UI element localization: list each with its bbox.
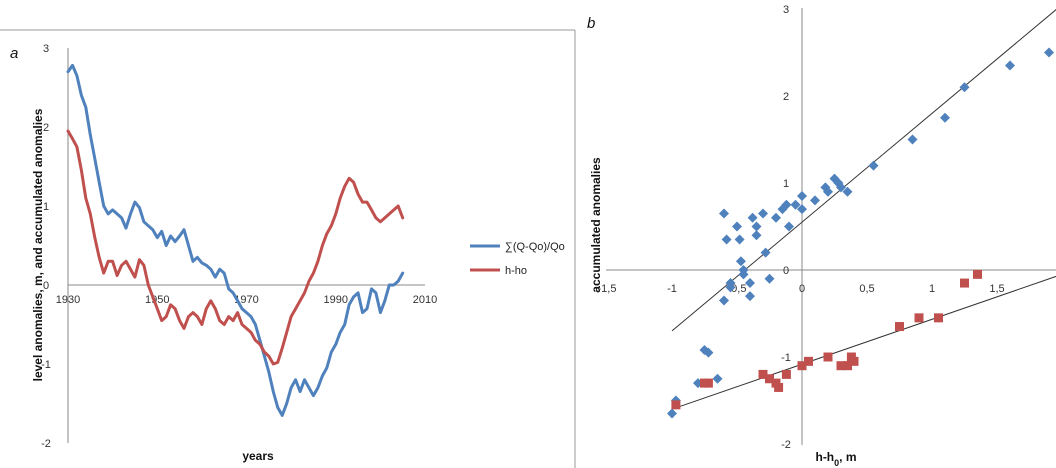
panel-a-y-tick: -2 [41,438,51,450]
scatter-point-diamond [719,295,729,306]
scatter-point-diamond [764,273,775,284]
scatter-point-diamond [738,269,749,280]
scatter-point-diamond [735,256,746,267]
scatter-point-diamond [842,186,853,197]
legend-label-accumulated: ∑(Q-Qo)/Qo [505,241,565,253]
panel-a-y-tick: 3 [43,43,49,55]
scatter-point-diamond [760,247,771,258]
panel-b-x-tick: 1,5 [989,283,1004,295]
scatter-point-diamond [745,278,755,289]
scatter-point-diamond [797,191,807,202]
scatter-point-diamond [771,212,781,223]
scatter-point-square [758,369,768,379]
scatter-point-square [914,313,924,323]
scatter-point-square [774,382,784,392]
scatter-point-diamond [667,408,677,419]
panel-a-y-tick: 0 [43,280,49,292]
scatter-point-diamond [781,199,792,210]
scatter-point-square [960,278,969,288]
scatter-point-diamond [725,282,736,293]
scatter-point-square [781,369,791,379]
scatter-point-diamond [959,82,970,93]
scatter-point-square [849,356,859,366]
scatter-point-square [823,352,833,362]
panel-a-y-tick: 2 [43,122,49,134]
panel-b-y-tick: -2 [781,439,791,451]
panel-b-x-ticks: -1,5 -1 -0,5 0 0,5 1 1,5 [598,283,1005,295]
panel-b-points [667,47,1054,419]
panel-a-x-label: years [242,449,274,463]
panel-b-y-tick: 2 [783,91,789,103]
scatter-point-diamond [907,134,918,145]
panel-b-x-tick: 1 [929,283,935,295]
scatter-point-diamond [1005,60,1015,71]
panel-b-y-tick: 1 [783,178,789,190]
panel-b-y-tick: 3 [783,4,789,16]
scatter-point-diamond [836,182,846,193]
scatter-point-diamond [940,112,950,123]
scatter-point-diamond [719,208,729,219]
scatter-point-diamond [758,208,768,219]
panel-a-legend: ∑(Q-Qo)/Qo h-ho [470,241,565,277]
scatter-point-square [804,356,813,366]
panel-a-label: a [10,45,18,62]
panel-b-x-tick: -1 [667,283,677,295]
scatter-point-square [934,313,943,323]
scatter-point-diamond [751,221,762,232]
scatter-point-diamond [790,199,801,210]
panel-a-y-tick: 1 [43,201,49,213]
panel-b-y-label: accumulated anomalies [589,157,603,293]
scatter-point-square [765,374,774,384]
scatter-point-square [836,361,846,371]
series-line-accumulated [66,63,405,417]
scatter-point-square [703,378,713,388]
scatter-point-diamond [868,160,879,171]
scatter-point-diamond [823,186,833,197]
panel-b-y-tick: 0 [783,265,789,277]
panel-a-x-tick: 1990 [324,294,348,306]
scatter-point-square [797,361,807,371]
panel-a-series [66,63,405,417]
panel-b-x-label: h-h0, m [815,450,856,468]
panel-a-x-tick: 2010 [413,294,437,306]
panel-a-x-ticks: 1930 1950 1970 1990 2010 [56,294,437,306]
scatter-point-diamond [721,234,732,245]
scatter-point-square [671,400,681,410]
scatter-point-diamond [747,212,758,223]
panel-a-y-ticks: 3 2 1 0 -1 -2 [41,43,51,450]
panel-b-y-tick: -1 [781,352,791,364]
scatter-point-diamond [797,204,807,215]
scatter-point-diamond [784,221,794,232]
scatter-point-diamond [712,373,723,384]
scatter-point-diamond [734,234,745,245]
panel-a-y-tick: -1 [41,359,51,371]
panel-b-x-tick: 0 [799,283,805,295]
panel-a-x-tick: 1930 [56,294,80,306]
scatter-point-diamond [703,347,714,358]
panel-b-y-ticks: 3 2 1 0 -1 -2 [781,4,791,451]
series-line-level [66,129,405,366]
panel-b-x-tick: -1,5 [598,283,617,295]
scatter-point-diamond [745,291,755,302]
panel-a-y-label: level anomalies, m, and accumulated anom… [31,108,45,381]
scatter-point-diamond [732,221,742,232]
legend-label-level: h-ho [505,265,527,277]
scatter-point-square [843,361,852,371]
panel-b-label: b [587,15,595,32]
scatter-point-diamond [810,195,820,206]
trendline-squares [671,275,1056,410]
scatter-point-square [895,322,904,332]
panel-a-x-tick: 1950 [145,294,169,306]
panel-b-trendlines [671,9,1056,410]
panel-b-x-tick: 0,5 [859,283,874,295]
scatter-point-diamond [1044,47,1054,58]
scatter-point-diamond [751,230,762,241]
scatter-point-square [973,269,982,279]
